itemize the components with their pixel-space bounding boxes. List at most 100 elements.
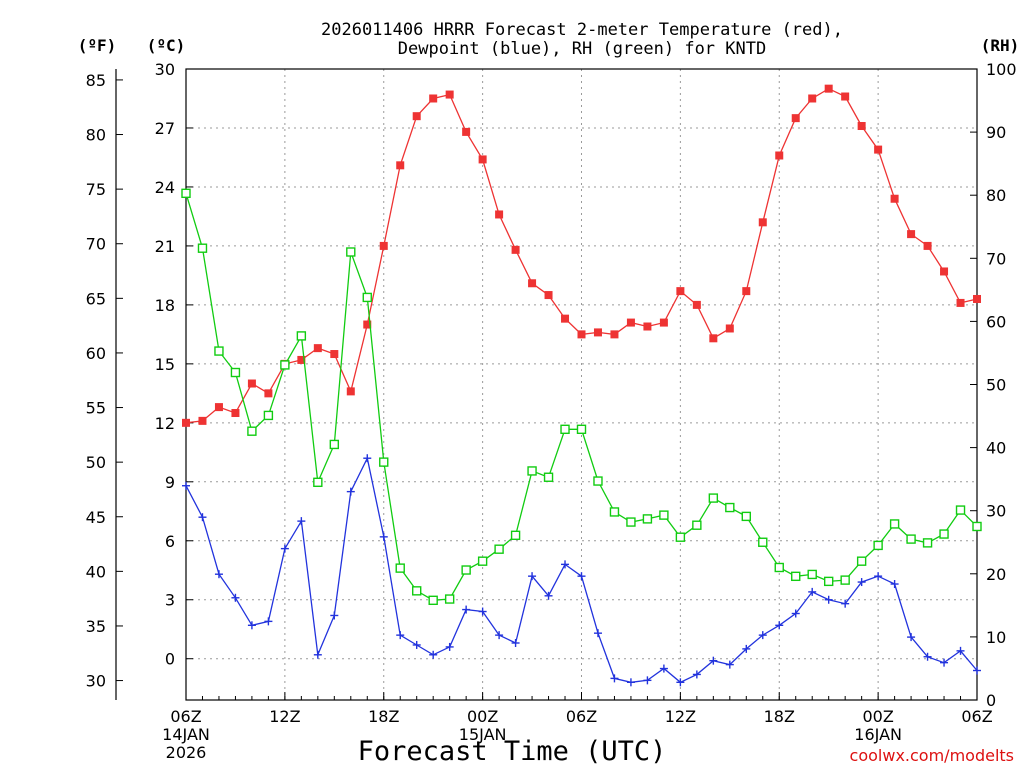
temperature-point (775, 151, 784, 160)
temperature-point (198, 416, 207, 425)
fahrenheit-tick-label: 55 (86, 399, 106, 418)
dewpoint-point (412, 640, 421, 649)
dewpoint-point (791, 609, 800, 618)
dewpoint-point (841, 599, 850, 608)
temperature-point (214, 403, 223, 412)
relative-humidity-point (889, 519, 900, 529)
relative-humidity-point (840, 575, 850, 585)
celsius-tick-label: 24 (155, 178, 175, 197)
dewpoint-point (626, 678, 635, 687)
temperature-point (528, 279, 537, 288)
temperature-point (379, 241, 388, 250)
dewpoint-point (445, 642, 454, 651)
x-tick-label: 06Z (566, 707, 597, 726)
dewpoint-point (231, 593, 240, 602)
fahrenheit-tick-label: 60 (86, 344, 106, 363)
temperature-point (231, 409, 240, 418)
dewpoint-point (313, 650, 322, 659)
dewpoint-point (379, 532, 388, 541)
relative-humidity-line (185, 193, 978, 601)
relative-humidity-point (296, 331, 307, 341)
dewpoint-point (577, 572, 586, 581)
relative-humidity-point (758, 537, 768, 547)
temperature-point (478, 155, 487, 164)
dewpoint-point (363, 454, 372, 463)
fahrenheit-tick-label: 65 (86, 289, 106, 308)
relative-humidity-point (741, 511, 751, 522)
dewpoint-point (956, 646, 965, 655)
x-tick-date-label: 16JAN (854, 725, 902, 744)
credit-link[interactable]: coolwx.com/modelts (850, 746, 1014, 765)
x-tick-date-label: 15JAN (459, 725, 507, 744)
dewpoint-point (280, 544, 289, 553)
relative-humidity-point (791, 571, 801, 582)
temperature-point (264, 389, 273, 398)
relative-humidity-point (609, 507, 620, 517)
dewpoint-point (429, 650, 438, 659)
dewpoint-point (198, 513, 207, 522)
rh-tick-label: 10 (986, 628, 1006, 647)
relative-humidity-point (395, 563, 405, 573)
celsius-tick-label: 6 (165, 532, 175, 551)
dewpoint-point (528, 572, 537, 581)
rh-unit-label: (RH) (981, 36, 1020, 55)
dewpoint-point (676, 678, 685, 687)
celsius-tick-label: 18 (155, 296, 175, 315)
relative-humidity-point (560, 424, 570, 435)
dewpoint-point (725, 660, 734, 669)
temperature-point (956, 298, 965, 307)
temperature-point (940, 267, 949, 276)
x-tick-label: 06Z (961, 707, 992, 726)
celsius-tick-label: 15 (155, 355, 175, 374)
relative-humidity-point (955, 505, 966, 515)
relative-humidity-point (230, 367, 241, 378)
relative-humidity-point (197, 243, 208, 253)
relative-humidity-point (494, 544, 504, 554)
dewpoint-line (185, 456, 978, 684)
fahrenheit-unit-label: (ºF) (78, 36, 117, 55)
fahrenheit-tick-label: 80 (86, 126, 106, 145)
temperature-point (297, 355, 306, 364)
celsius-tick-label: 9 (165, 473, 175, 492)
relative-humidity-point (510, 530, 521, 541)
dewpoint-point (182, 481, 190, 490)
temperature-point (577, 330, 586, 339)
celsius-tick-label: 27 (155, 119, 175, 138)
x-axis-title: Forecast Time (UTC) (358, 736, 667, 767)
dewpoint-point (396, 631, 405, 640)
celsius-unit-label: (ºC) (147, 36, 186, 55)
relative-humidity-point (576, 424, 587, 435)
temperature-point (445, 90, 454, 99)
temperature-point (725, 324, 734, 333)
chart-title-line-1: 2026011406 HRRR Forecast 2-meter Tempera… (321, 20, 843, 40)
celsius-tick-label: 30 (155, 60, 175, 79)
temperature-point (758, 218, 767, 227)
plot-frame (185, 68, 978, 701)
fahrenheit-tick-label: 50 (86, 453, 106, 472)
celsius-tick-label: 12 (155, 414, 175, 433)
temperature-point (561, 314, 570, 323)
temperature-point (182, 418, 190, 427)
rh-tick-label: 90 (986, 123, 1006, 142)
dewpoint-point (692, 670, 701, 679)
temperature-point (643, 322, 652, 331)
fahrenheit-tick-label: 70 (86, 235, 106, 254)
temperature-point (841, 92, 850, 101)
temperature-point (396, 161, 405, 170)
fahrenheit-tick-label: 45 (86, 508, 106, 527)
temperature-point (313, 344, 322, 353)
temperature-point (626, 318, 635, 327)
dewpoint-point (940, 658, 949, 667)
relative-humidity-point (659, 510, 669, 520)
temperature-point (973, 294, 981, 303)
relative-humidity-point (593, 476, 603, 486)
relative-humidity-point (461, 565, 471, 575)
relative-humidity-point (362, 292, 372, 303)
fahrenheit-tick-label: 75 (86, 180, 106, 199)
rh-tick-label: 60 (986, 312, 1006, 331)
dewpoint-point (247, 621, 256, 630)
relative-humidity-point (906, 534, 916, 544)
relative-humidity-point (329, 439, 340, 450)
rh-tick-label: 100 (986, 60, 1017, 79)
rh-tick-label: 40 (986, 439, 1006, 458)
